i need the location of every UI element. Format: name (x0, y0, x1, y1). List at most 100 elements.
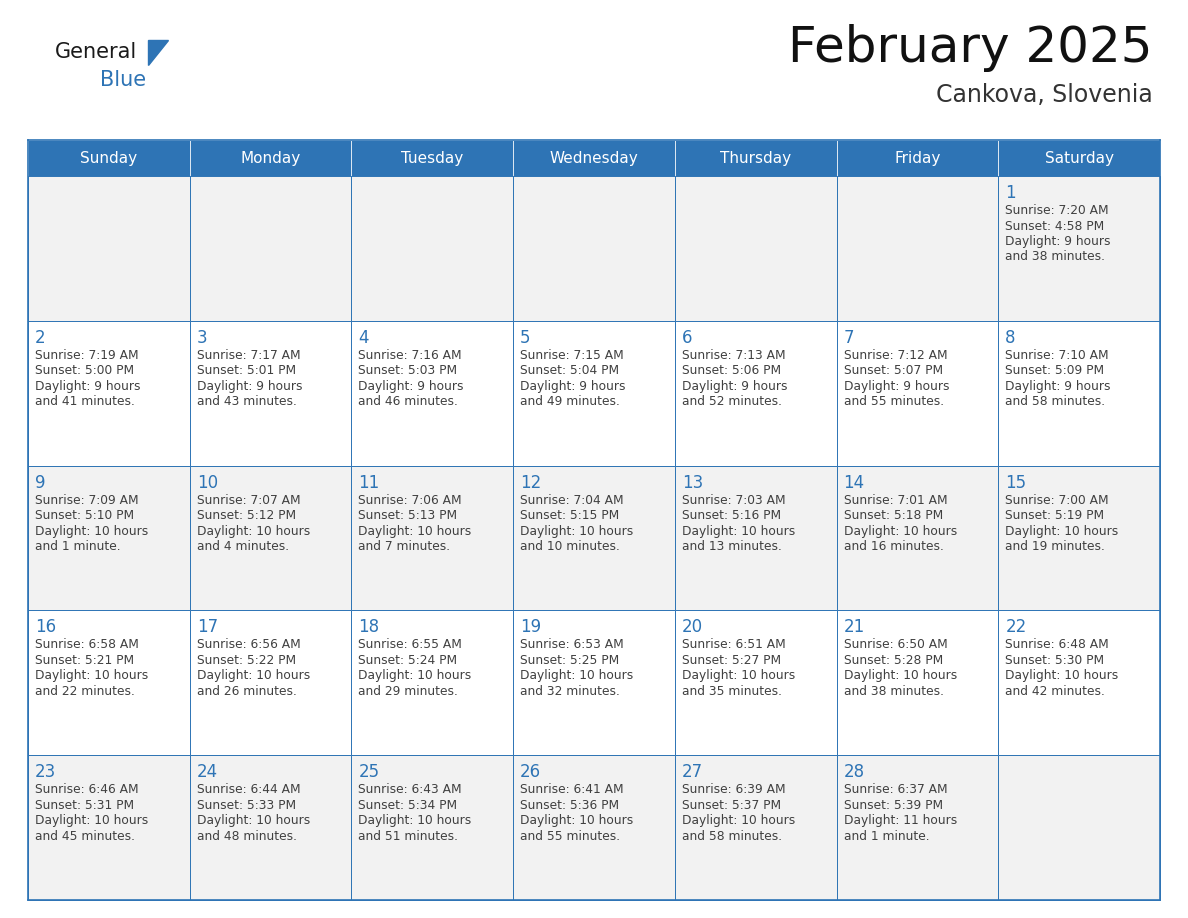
Text: Daylight: 10 hours: Daylight: 10 hours (359, 814, 472, 827)
Text: and 13 minutes.: and 13 minutes. (682, 540, 782, 554)
Text: Sunset: 5:33 PM: Sunset: 5:33 PM (197, 799, 296, 812)
Text: Sunset: 5:07 PM: Sunset: 5:07 PM (843, 364, 943, 377)
Bar (675, 756, 836, 900)
Text: and 16 minutes.: and 16 minutes. (843, 540, 943, 554)
Text: Sunset: 5:04 PM: Sunset: 5:04 PM (520, 364, 619, 377)
Bar (352, 140, 513, 176)
Text: Sunrise: 7:12 AM: Sunrise: 7:12 AM (843, 349, 947, 362)
Text: 12: 12 (520, 474, 542, 492)
Text: and 4 minutes.: and 4 minutes. (197, 540, 289, 554)
Text: and 48 minutes.: and 48 minutes. (197, 830, 297, 843)
Text: Sunrise: 7:09 AM: Sunrise: 7:09 AM (34, 494, 139, 507)
Text: Sunrise: 7:07 AM: Sunrise: 7:07 AM (197, 494, 301, 507)
Text: Sunrise: 7:16 AM: Sunrise: 7:16 AM (359, 349, 462, 362)
Text: and 10 minutes.: and 10 minutes. (520, 540, 620, 554)
Bar (190, 465, 352, 610)
Text: and 22 minutes.: and 22 minutes. (34, 685, 135, 698)
Bar (190, 176, 352, 320)
Text: 7: 7 (843, 329, 854, 347)
Text: 23: 23 (34, 763, 56, 781)
Text: 20: 20 (682, 619, 703, 636)
Text: and 38 minutes.: and 38 minutes. (843, 685, 943, 698)
Bar (836, 176, 998, 320)
Text: Sunset: 5:01 PM: Sunset: 5:01 PM (197, 364, 296, 377)
Text: Blue: Blue (100, 70, 146, 90)
Text: Daylight: 10 hours: Daylight: 10 hours (520, 669, 633, 682)
Text: 15: 15 (1005, 474, 1026, 492)
Bar (998, 320, 1159, 465)
Text: 14: 14 (843, 474, 865, 492)
Bar (513, 320, 675, 465)
Bar (836, 610, 998, 756)
Text: 2: 2 (34, 329, 45, 347)
Text: Sunset: 5:28 PM: Sunset: 5:28 PM (843, 654, 943, 666)
Text: Sunset: 5:39 PM: Sunset: 5:39 PM (843, 799, 943, 812)
Text: Sunset: 5:36 PM: Sunset: 5:36 PM (520, 799, 619, 812)
Bar (352, 465, 513, 610)
Text: Daylight: 10 hours: Daylight: 10 hours (843, 669, 956, 682)
Bar (352, 610, 513, 756)
Text: Sunrise: 6:53 AM: Sunrise: 6:53 AM (520, 638, 624, 652)
Bar (190, 756, 352, 900)
Bar (29, 176, 190, 320)
Text: 8: 8 (1005, 329, 1016, 347)
Text: and 55 minutes.: and 55 minutes. (520, 830, 620, 843)
Text: 26: 26 (520, 763, 542, 781)
Text: Daylight: 10 hours: Daylight: 10 hours (34, 814, 148, 827)
Text: Monday: Monday (240, 151, 301, 165)
Bar (675, 176, 836, 320)
Bar (998, 610, 1159, 756)
Text: and 45 minutes.: and 45 minutes. (34, 830, 135, 843)
Text: Sunrise: 6:46 AM: Sunrise: 6:46 AM (34, 783, 139, 796)
Text: and 26 minutes.: and 26 minutes. (197, 685, 297, 698)
Text: Sunrise: 6:44 AM: Sunrise: 6:44 AM (197, 783, 301, 796)
Text: and 55 minutes.: and 55 minutes. (843, 396, 943, 409)
Text: Daylight: 10 hours: Daylight: 10 hours (520, 814, 633, 827)
Text: and 42 minutes.: and 42 minutes. (1005, 685, 1105, 698)
Text: Sunrise: 6:56 AM: Sunrise: 6:56 AM (197, 638, 301, 652)
Bar (29, 756, 190, 900)
Text: Sunset: 5:31 PM: Sunset: 5:31 PM (34, 799, 134, 812)
Text: and 41 minutes.: and 41 minutes. (34, 396, 135, 409)
Text: 6: 6 (682, 329, 693, 347)
Text: 9: 9 (34, 474, 45, 492)
Text: Daylight: 9 hours: Daylight: 9 hours (359, 380, 465, 393)
Bar (675, 140, 836, 176)
Bar (998, 465, 1159, 610)
Text: Daylight: 10 hours: Daylight: 10 hours (34, 524, 148, 538)
Bar (513, 756, 675, 900)
Text: Sunrise: 6:48 AM: Sunrise: 6:48 AM (1005, 638, 1110, 652)
Text: Daylight: 10 hours: Daylight: 10 hours (197, 814, 310, 827)
Text: Sunrise: 6:50 AM: Sunrise: 6:50 AM (843, 638, 947, 652)
Text: Sunset: 5:12 PM: Sunset: 5:12 PM (197, 509, 296, 522)
Text: Friday: Friday (895, 151, 941, 165)
Text: Sunrise: 6:51 AM: Sunrise: 6:51 AM (682, 638, 785, 652)
Text: Sunset: 5:24 PM: Sunset: 5:24 PM (359, 654, 457, 666)
Text: and 58 minutes.: and 58 minutes. (682, 830, 782, 843)
Text: and 51 minutes.: and 51 minutes. (359, 830, 459, 843)
Text: 27: 27 (682, 763, 703, 781)
Text: Sunset: 5:18 PM: Sunset: 5:18 PM (843, 509, 943, 522)
Text: Daylight: 10 hours: Daylight: 10 hours (359, 524, 472, 538)
Bar (513, 176, 675, 320)
Text: Sunset: 5:09 PM: Sunset: 5:09 PM (1005, 364, 1105, 377)
Text: and 46 minutes.: and 46 minutes. (359, 396, 459, 409)
Text: Daylight: 10 hours: Daylight: 10 hours (682, 669, 795, 682)
Text: Sunrise: 7:15 AM: Sunrise: 7:15 AM (520, 349, 624, 362)
Text: 17: 17 (197, 619, 217, 636)
Text: Daylight: 10 hours: Daylight: 10 hours (359, 669, 472, 682)
Bar (513, 465, 675, 610)
Text: Daylight: 9 hours: Daylight: 9 hours (682, 380, 788, 393)
Text: 13: 13 (682, 474, 703, 492)
Text: 16: 16 (34, 619, 56, 636)
Text: and 1 minute.: and 1 minute. (34, 540, 121, 554)
Text: and 35 minutes.: and 35 minutes. (682, 685, 782, 698)
Text: 25: 25 (359, 763, 379, 781)
Text: Thursday: Thursday (720, 151, 791, 165)
Bar (998, 756, 1159, 900)
Text: Tuesday: Tuesday (402, 151, 463, 165)
Text: Sunset: 5:27 PM: Sunset: 5:27 PM (682, 654, 781, 666)
Text: Sunrise: 6:37 AM: Sunrise: 6:37 AM (843, 783, 947, 796)
Bar (836, 756, 998, 900)
Bar (836, 140, 998, 176)
